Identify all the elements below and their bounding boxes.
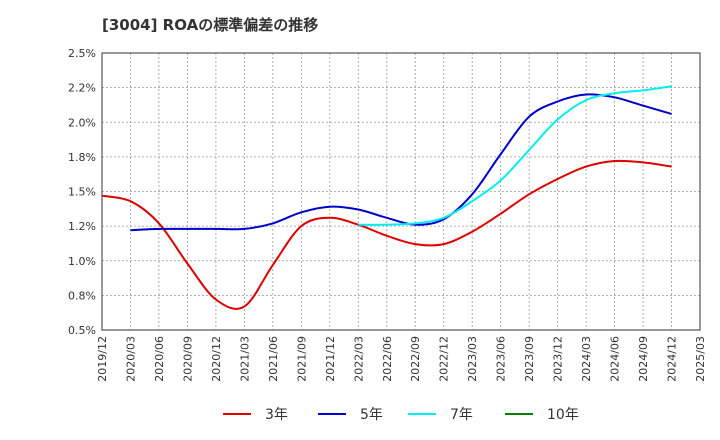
x-tick-label: 2023/06 bbox=[495, 336, 508, 382]
y-tick-label: 1.5% bbox=[68, 186, 96, 199]
x-tick-label: 2022/06 bbox=[381, 336, 394, 382]
y-tick-label: 0.5% bbox=[68, 324, 96, 337]
series-line-1 bbox=[130, 93, 672, 232]
y-tick-label: 1.2% bbox=[68, 220, 96, 233]
y-axis-ticks: 0.5% 0.8% 1.0% 1.2% 1.5% 1.8% 2.0% 2.2% 2.5% bbox=[68, 47, 96, 337]
x-tick-label: 2024/09 bbox=[637, 336, 650, 382]
y-tick-label: 2.5% bbox=[68, 47, 96, 60]
y-tick-label: 0.8% bbox=[68, 289, 96, 302]
x-tick-label: 2022/12 bbox=[438, 336, 451, 382]
x-tick-label: 2024/03 bbox=[580, 336, 593, 382]
series-lines bbox=[101, 85, 672, 310]
x-tick-label: 2020/09 bbox=[181, 336, 194, 382]
x-tick-label: 2021/09 bbox=[295, 336, 308, 382]
legend-label-0: 3年 bbox=[265, 407, 288, 423]
series-line-2 bbox=[358, 85, 672, 226]
x-tick-label: 2021/12 bbox=[324, 336, 337, 382]
x-tick-label: 2025/03 bbox=[694, 336, 707, 382]
legend-label-1: 5年 bbox=[360, 407, 383, 423]
series-line-0 bbox=[101, 159, 672, 310]
x-axis-ticks: 2019/12 2020/03 2020/06 2020/09 2020/12 2021/… bbox=[96, 336, 707, 382]
y-tick-label: 1.8% bbox=[68, 151, 96, 164]
x-tick-label: 2023/03 bbox=[466, 336, 479, 382]
x-tick-label: 2020/06 bbox=[153, 336, 166, 382]
y-tick-label: 2.2% bbox=[68, 82, 96, 95]
x-tick-label: 2024/12 bbox=[666, 336, 679, 382]
plot-frame bbox=[101, 52, 701, 331]
x-tick-label: 2024/06 bbox=[609, 336, 622, 382]
x-tick-label: 2021/03 bbox=[238, 336, 251, 382]
x-tick-label: 2020/12 bbox=[210, 336, 223, 382]
legend-label-3: 10年 bbox=[547, 407, 579, 423]
x-tick-label: 2019/12 bbox=[96, 336, 109, 382]
legend: 3年 5年 7年 10年 bbox=[223, 407, 579, 423]
x-tick-label: 2021/06 bbox=[267, 336, 280, 382]
x-tick-label: 2022/09 bbox=[409, 336, 422, 382]
y-tick-label: 1.0% bbox=[68, 255, 96, 268]
x-tick-label: 2020/03 bbox=[124, 336, 137, 382]
y-tick-label: 2.0% bbox=[68, 116, 96, 129]
legend-label-2: 7年 bbox=[450, 407, 473, 423]
x-tick-label: 2023/12 bbox=[552, 336, 565, 382]
x-tick-label: 2023/09 bbox=[523, 336, 536, 382]
chart-title: [3004] ROAの標準偏差の推移 bbox=[102, 16, 319, 34]
x-tick-label: 2022/03 bbox=[352, 336, 365, 382]
